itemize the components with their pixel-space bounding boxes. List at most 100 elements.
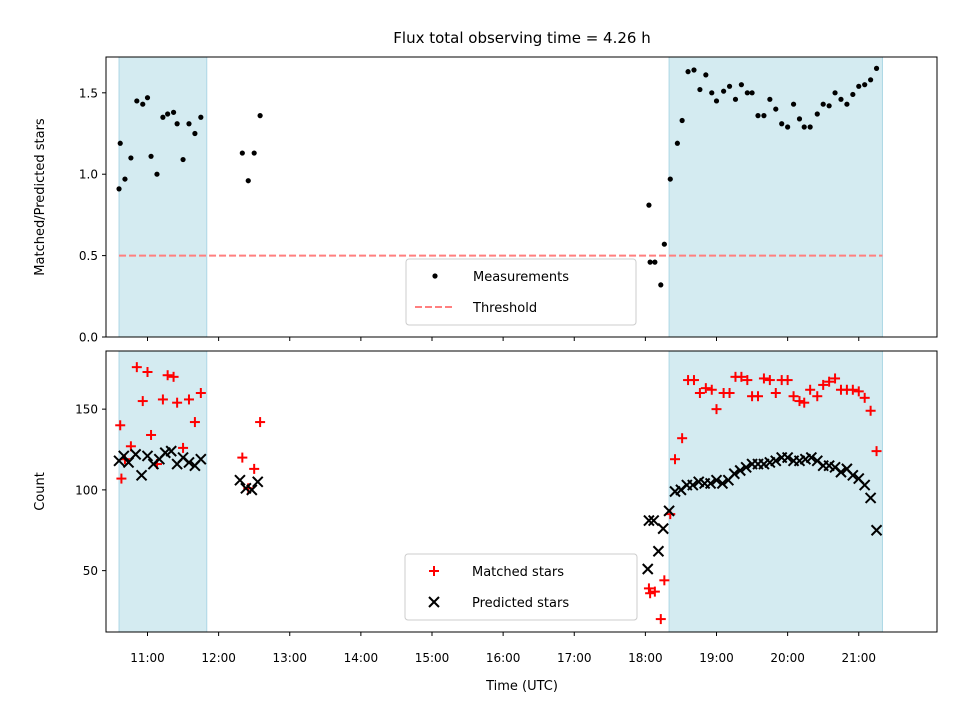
matched-stars-point: [659, 575, 670, 586]
matched-stars-point: [758, 373, 769, 384]
predicted-stars-point: [246, 484, 258, 496]
measurements-point: [773, 106, 779, 112]
matched-stars-point: [847, 384, 858, 395]
y-axis-label: Matched/Predicted stars: [33, 118, 48, 276]
predicted-stars-point-b: [118, 450, 130, 462]
matched-stars-point: [645, 588, 656, 599]
predicted-stars-point-b: [740, 461, 752, 473]
chart-title: Flux total observing time = 4.26 h: [393, 29, 650, 47]
predicted-stars-point: [716, 477, 729, 490]
shaded-interval: [118, 56, 208, 338]
matched-stars-point: [183, 394, 194, 405]
measurements-point: [721, 88, 727, 94]
measurements-point: [844, 101, 850, 107]
predicted-stars-point-b: [165, 445, 177, 457]
measurements-point: [661, 241, 667, 247]
measurements-point: [134, 98, 140, 104]
predicted-stars-point: [652, 545, 665, 557]
measurements-point: [245, 178, 251, 184]
measurements-point: [713, 98, 720, 104]
legend-entry: Predicted stars: [472, 596, 569, 611]
x-tick-label: 21:00: [841, 651, 876, 665]
predicted-stars-point-b: [716, 477, 729, 490]
measurements-point: [160, 114, 166, 120]
predicted-stars-point: [847, 469, 859, 482]
predicted-stars-point-b: [710, 474, 723, 486]
predicted-stars-point-b: [647, 514, 660, 527]
matched-stars-point: [115, 420, 126, 431]
measurements-point: [726, 83, 733, 89]
measurements-point: [738, 82, 745, 88]
matched-stars-point: [782, 375, 793, 386]
matched-stars-point: [865, 405, 876, 416]
measurements-point: [862, 82, 868, 88]
measurements-point: [709, 90, 715, 96]
x-tick-label: 15:00: [415, 651, 450, 665]
measurements-point: [154, 171, 160, 177]
matched-stars-point: [830, 373, 841, 384]
predicted-stars-point: [234, 474, 246, 486]
y-tick-label: 150: [75, 403, 98, 417]
matched-stars-point: [688, 375, 699, 386]
y-axis-label: Count: [33, 472, 48, 511]
measurements-point: [691, 67, 697, 73]
axes-frame: [105, 56, 938, 338]
measurements-point: [646, 202, 652, 208]
matched-stars-point: [157, 394, 168, 405]
predicted-stars-point-b: [693, 476, 705, 488]
matched-stars-point: [742, 375, 753, 386]
predicted-stars-point-b: [728, 468, 740, 480]
x-axis-label: Time (UTC): [485, 679, 558, 694]
predicted-stars-point-b: [734, 464, 746, 477]
matched-stars-point: [711, 404, 722, 415]
predicted-stars-point-b: [805, 451, 818, 464]
legend-swatch: [429, 566, 439, 576]
measurements-point: [832, 90, 838, 96]
measurements-point: [767, 96, 773, 102]
measurements-point: [873, 65, 880, 71]
predicted-stars-point-b: [870, 524, 883, 536]
x-tick-label: 13:00: [272, 651, 307, 665]
measurements-point: [703, 72, 709, 78]
x-tick-label: 16:00: [486, 651, 521, 665]
predicted-stars-point: [734, 464, 746, 477]
y-tick-label: 1.5: [79, 86, 98, 100]
legend-box: [404, 553, 638, 621]
predicted-stars-point-b: [240, 482, 252, 494]
top-panel: 0.0 0.5 1.0 1.5 Matched/Predicted stars Measu…: [33, 56, 938, 345]
measurements-point: [674, 140, 680, 146]
x-tick-label: 20:00: [770, 651, 805, 665]
matched-stars-point: [142, 366, 153, 377]
predicted-stars-point-b: [853, 472, 865, 485]
measurements-point: [117, 140, 123, 146]
legend-swatch: [432, 273, 438, 279]
y-tick-label: 50: [83, 564, 98, 578]
shaded-interval: [668, 56, 883, 338]
predicted-stars-point: [663, 505, 675, 517]
predicted-stars-point: [657, 522, 669, 535]
predicted-stars-point-b: [183, 456, 195, 469]
matched-stars-point: [255, 417, 266, 428]
measurements-point: [192, 130, 198, 137]
x-tick-label: 17:00: [557, 651, 592, 665]
predicted-stars-point: [710, 474, 723, 486]
matched-stars-point: [643, 583, 654, 594]
predicted-stars-point: [835, 466, 847, 478]
predicted-stars-point-b: [687, 479, 699, 491]
measurements-point: [785, 124, 791, 130]
measurements-point: [140, 101, 146, 107]
matched-stars-point: [859, 392, 870, 403]
matched-stars-point: [131, 362, 142, 373]
matched-stars-point: [824, 376, 835, 387]
measurements-point: [790, 101, 797, 107]
matched-stars-point: [853, 386, 864, 397]
predicted-stars-point: [643, 514, 655, 527]
matched-stars-point: [677, 433, 688, 444]
measurements-point: [186, 121, 192, 127]
predicted-stars-point-b: [770, 455, 782, 467]
predicted-stars-point-b: [864, 492, 877, 504]
measurements-point: [838, 96, 844, 102]
measurements-point: [128, 155, 134, 161]
matched-stars-point: [189, 417, 200, 428]
